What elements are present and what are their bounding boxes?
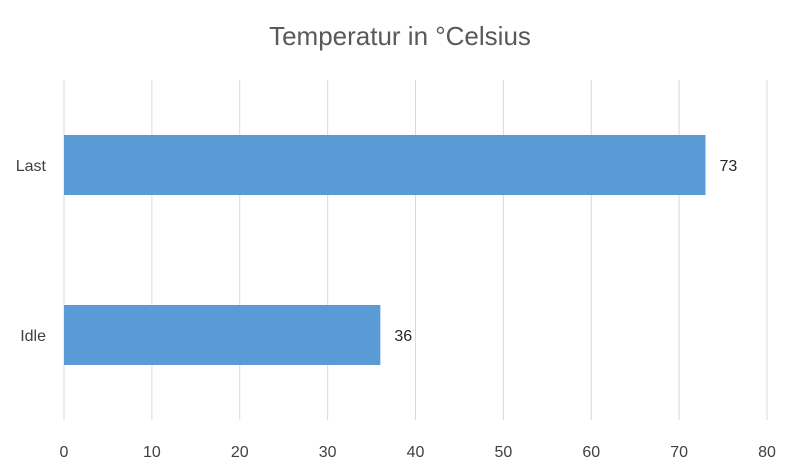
x-tick-label: 50 <box>494 444 512 461</box>
x-tick-label: 30 <box>319 444 337 461</box>
x-tick-label: 70 <box>670 444 688 461</box>
x-tick-label: 10 <box>143 444 161 461</box>
x-axis-tick-labels: 0 10 20 30 40 50 60 70 80 <box>60 444 776 461</box>
bar-idle <box>64 305 381 365</box>
x-tick-label: 20 <box>231 444 249 461</box>
category-label-idle: Idle <box>20 328 46 345</box>
x-tick-label: 40 <box>407 444 425 461</box>
chart-title: Temperatur in °Celsius <box>269 21 531 51</box>
gridlines <box>63 80 768 420</box>
x-tick-label: 80 <box>758 444 776 461</box>
data-label-last: 73 <box>719 158 737 175</box>
category-label-last: Last <box>16 158 47 175</box>
category-labels: Last Idle <box>16 158 47 345</box>
x-tick-label: 60 <box>582 444 600 461</box>
data-label-idle: 36 <box>394 328 412 345</box>
bar-last <box>64 135 706 195</box>
x-tick-label: 0 <box>60 444 69 461</box>
bars <box>64 135 706 365</box>
data-labels: 73 36 <box>394 158 737 345</box>
